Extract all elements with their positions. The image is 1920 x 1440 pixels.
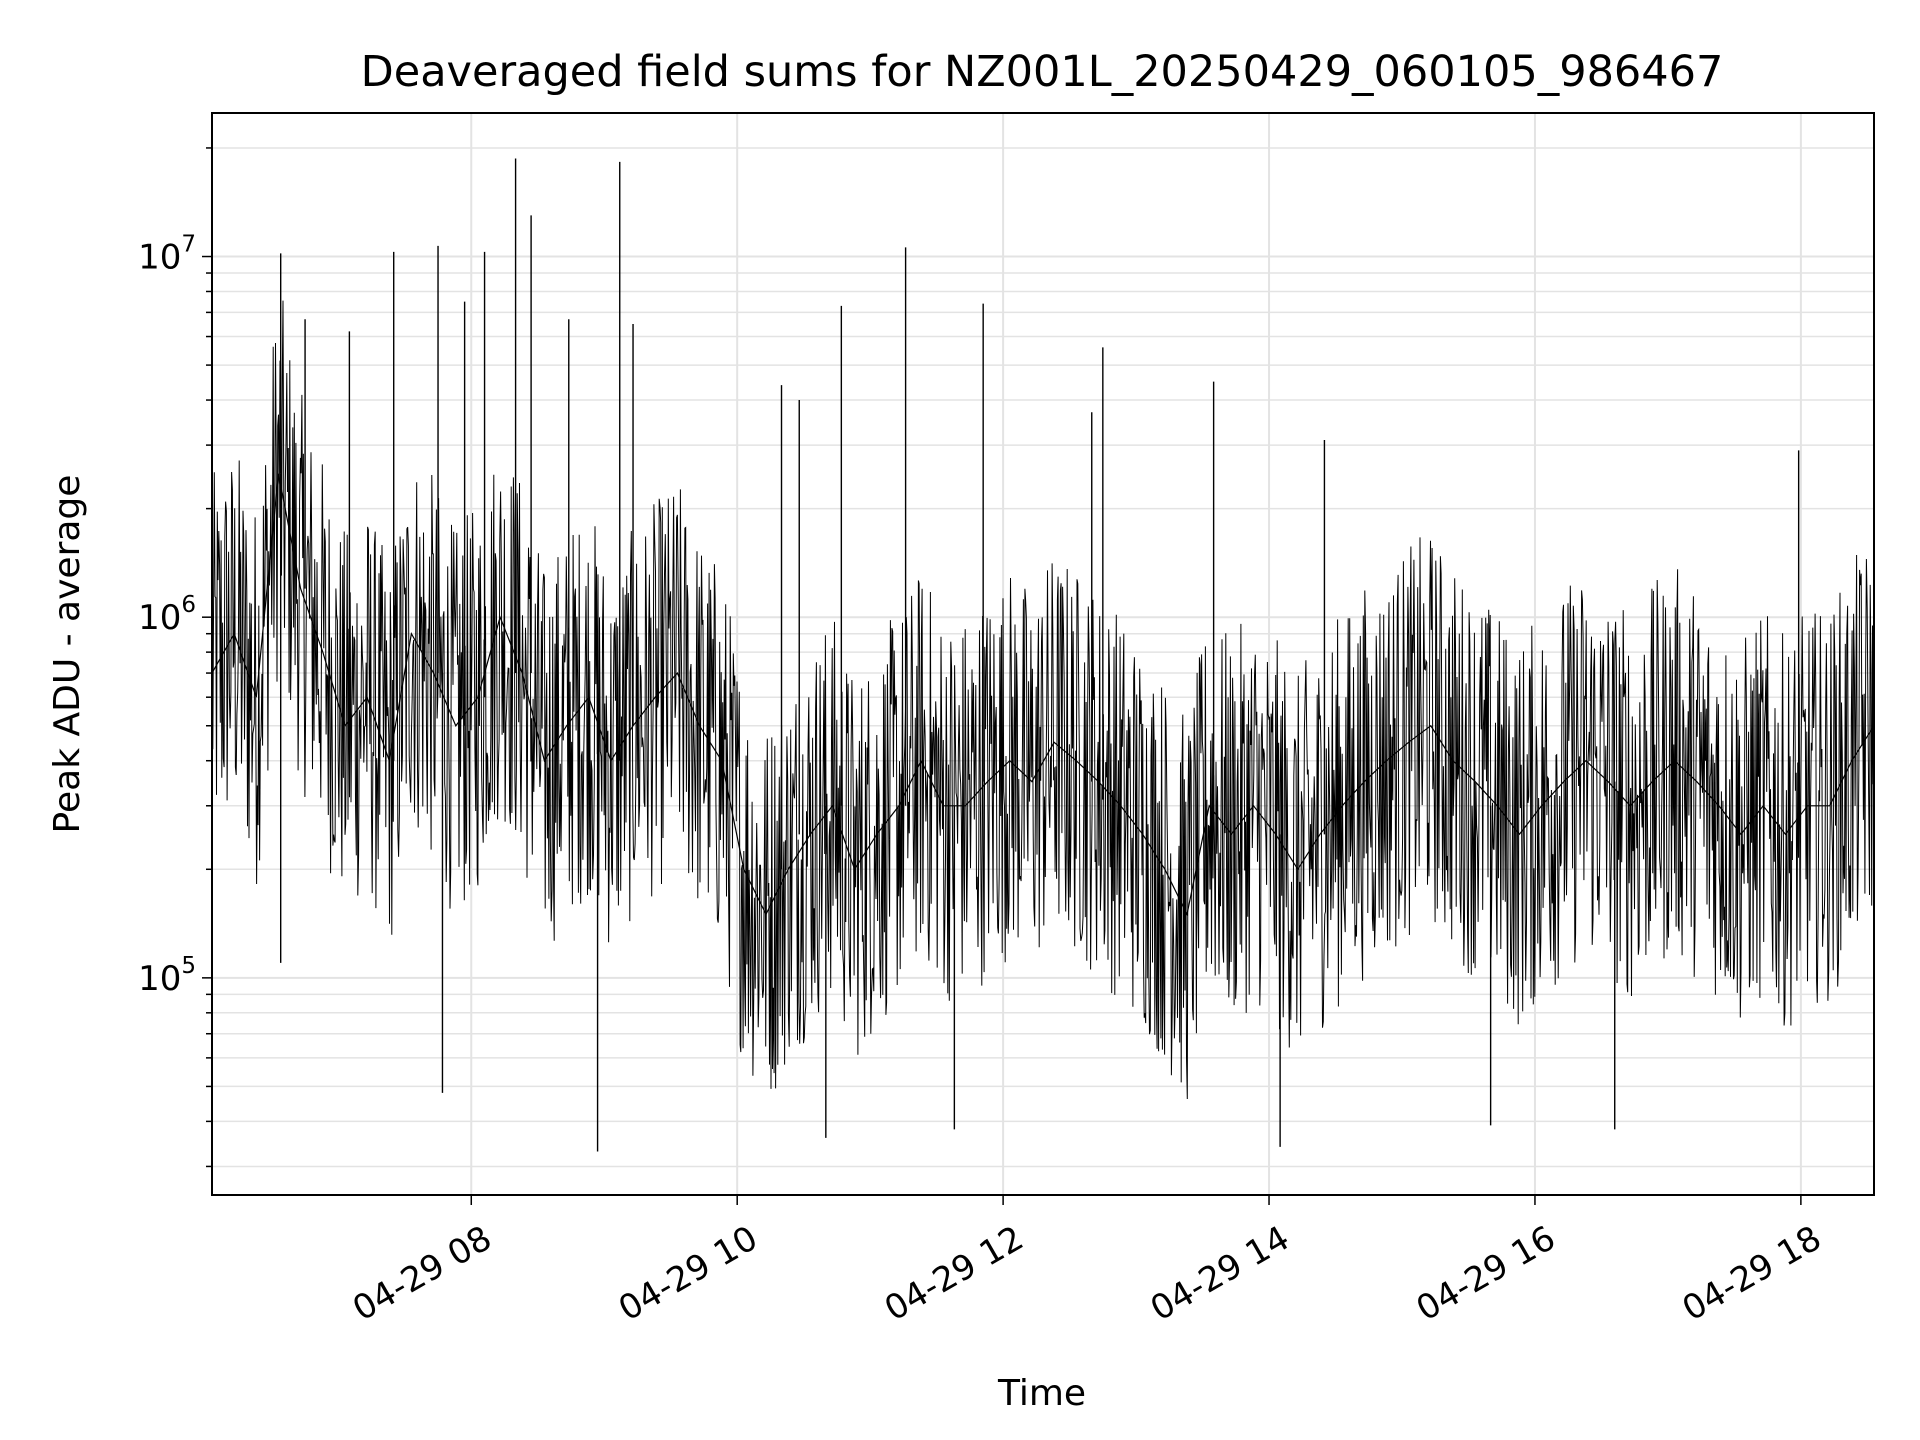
y-tick-label: 106 [138,592,196,638]
series-trace [211,300,1875,1100]
y-tick-exponent: 6 [181,592,196,618]
y-tick-base: 10 [138,598,181,638]
y-axis-label: Peak ADU - average [47,475,88,834]
chart-title: Deaveraged field sums for NZ001L_2025042… [361,47,1724,97]
plot-frame [211,112,1875,1196]
y-tick-base: 10 [138,959,181,999]
y-tick-base: 10 [138,238,181,278]
y-tick-exponent: 5 [181,953,196,979]
y-tick-exponent: 7 [181,232,196,258]
x-axis-label: Time [997,1373,1086,1414]
series-line-group [211,158,1875,1152]
y-tick-label: 107 [138,232,196,278]
y-tick-label: 105 [138,953,196,999]
